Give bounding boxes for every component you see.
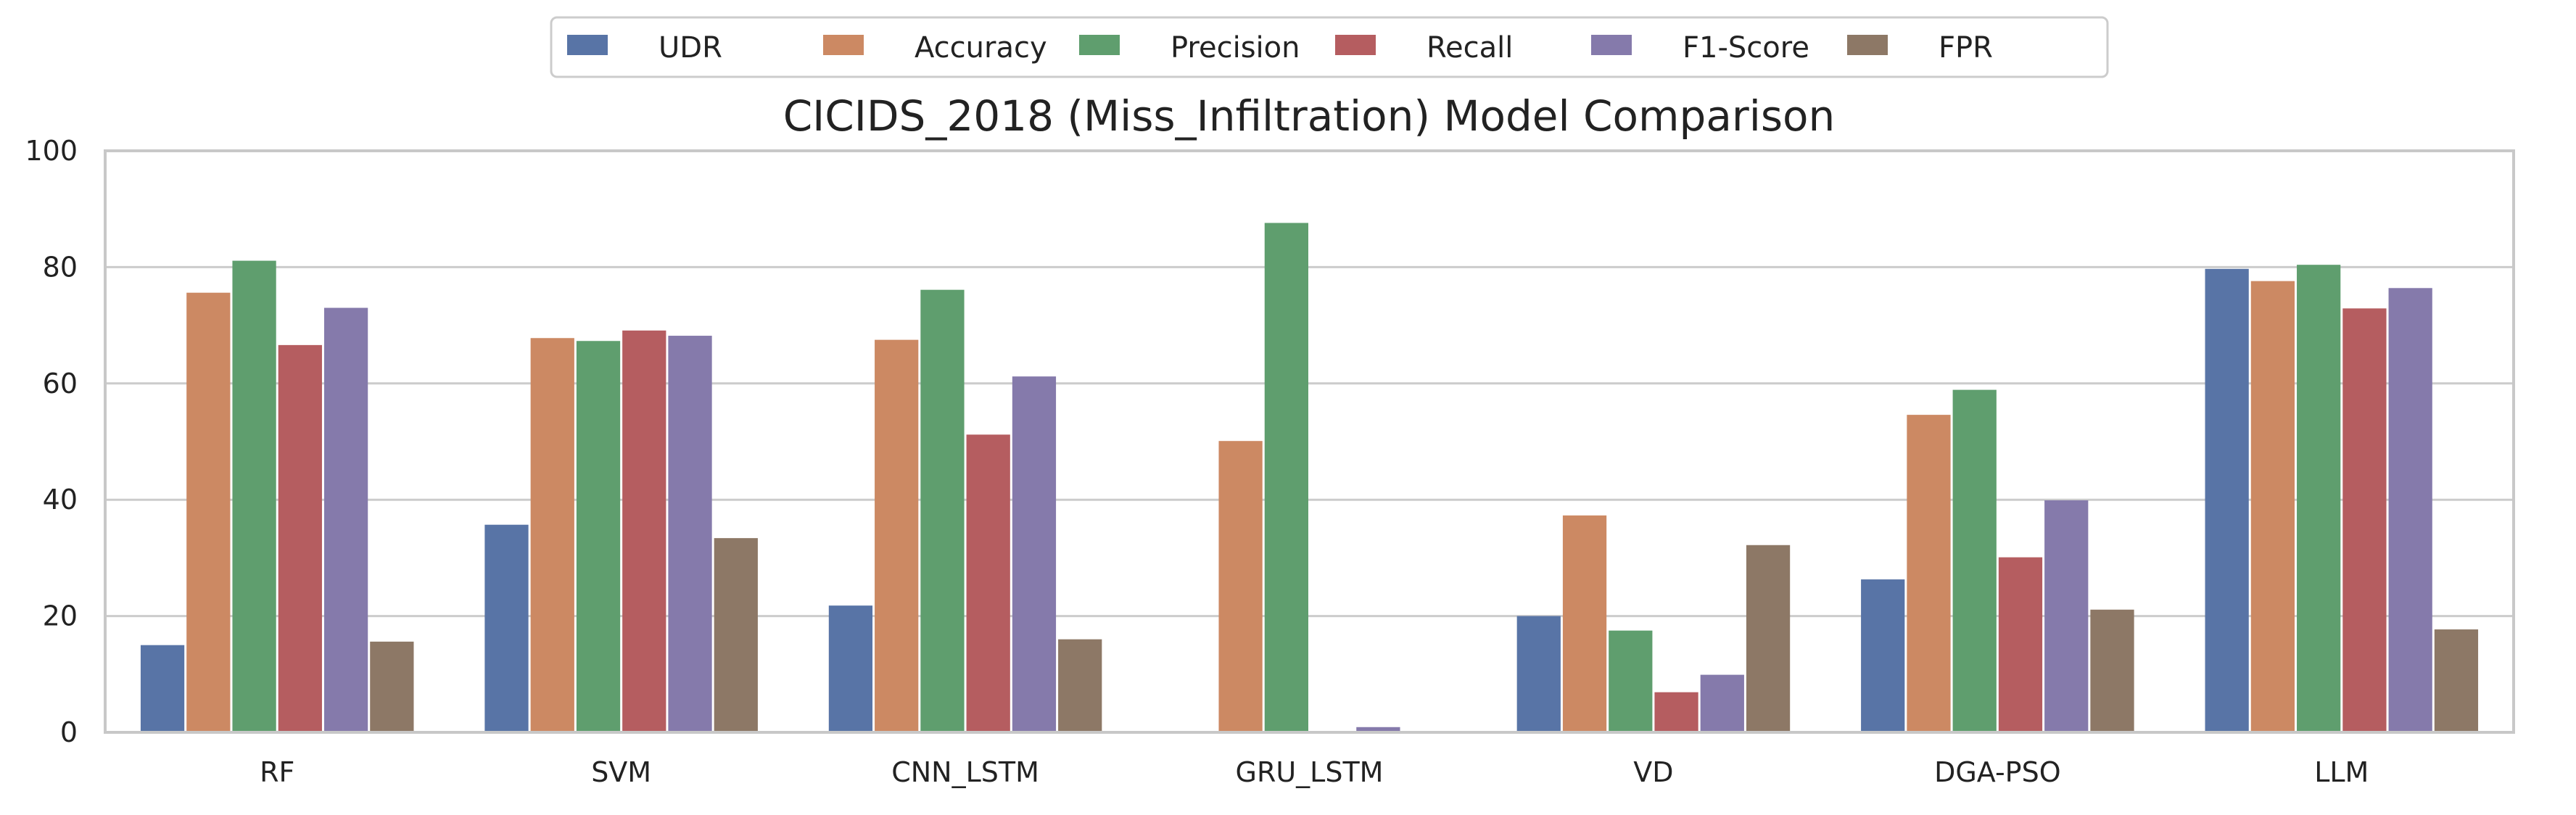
x-tick-label: LLM: [2314, 756, 2369, 788]
x-axis-ticks: RF SVM CNN_LSTM GRU_LSTM VD DGA-PSO LLM: [260, 756, 2369, 788]
bar-udr-svm: [484, 524, 529, 732]
x-tick-label: DGA-PSO: [1934, 756, 2061, 788]
legend-swatch: [823, 35, 864, 55]
bar-accuracy-cnn-lstm: [875, 339, 919, 732]
bars: [140, 223, 2479, 733]
bar-f1-score-dga-pso: [2044, 500, 2089, 732]
bar-recall-cnn-lstm: [966, 434, 1010, 732]
bar-f1-score-cnn-lstm: [1012, 376, 1057, 732]
bar-accuracy-vd: [1562, 515, 1607, 732]
legend-swatch: [1847, 35, 1888, 55]
x-tick-label: SVM: [591, 756, 651, 788]
bar-accuracy-llm: [2250, 281, 2295, 732]
y-tick-label: 0: [60, 716, 78, 748]
bar-fpr-llm: [2434, 629, 2479, 732]
grid-lines: [105, 149, 2514, 734]
bar-recall-rf: [278, 344, 322, 732]
legend-label: Recall: [1427, 31, 1513, 65]
x-tick-label: VD: [1633, 756, 1673, 788]
legend: UDR Accuracy Precision Recall F1-Score FPR: [550, 16, 2109, 78]
x-tick-label: GRU_LSTM: [1236, 756, 1384, 788]
y-tick-label: 40: [43, 484, 78, 516]
bar-precision-cnn-lstm: [920, 289, 965, 733]
legend-swatch: [1591, 35, 1632, 55]
bar-f1-score-llm: [2388, 288, 2432, 733]
bar-precision-rf: [232, 260, 276, 732]
legend-label: FPR: [1939, 31, 1993, 65]
legend-swatch: [1079, 35, 1120, 55]
bar-precision-svm: [576, 341, 621, 732]
bar-recall-llm: [2342, 308, 2387, 732]
bar-precision-dga-pso: [1952, 389, 1997, 732]
bar-udr-vd: [1516, 616, 1561, 732]
bar-precision-vd: [1609, 630, 1653, 732]
bar-accuracy-gru-lstm: [1218, 441, 1263, 732]
bar-recall-dga-pso: [1998, 557, 2043, 732]
bar-recall-vd: [1654, 692, 1698, 732]
x-tick-label: RF: [260, 756, 294, 788]
legend-label: Accuracy: [915, 31, 1047, 65]
legend-swatch: [567, 35, 608, 55]
bar-udr-cnn-lstm: [828, 605, 873, 732]
y-axis-ticks: 0 20 40 60 80 100: [25, 135, 78, 748]
bar-fpr-vd: [1746, 545, 1791, 732]
bar-fpr-dga-pso: [2090, 609, 2134, 732]
bar-accuracy-rf: [186, 292, 231, 732]
bar-fpr-rf: [370, 641, 414, 732]
bar-f1-score-svm: [668, 336, 712, 732]
legend-label: F1-Score: [1683, 31, 1809, 65]
legend-swatch: [1335, 35, 1376, 55]
bar-fpr-cnn-lstm: [1058, 639, 1102, 732]
y-tick-label: 80: [43, 251, 78, 283]
bar-fpr-svm: [714, 538, 758, 732]
bar-f1-score-vd: [1700, 674, 1744, 732]
y-tick-label: 20: [43, 600, 78, 632]
bar-recall-svm: [622, 330, 666, 732]
chart-title: CICIDS_2018 (Miss_Infiltration) Model Co…: [783, 91, 1836, 141]
y-tick-label: 60: [43, 368, 78, 400]
bar-accuracy-dga-pso: [1907, 415, 1951, 732]
y-tick-label: 100: [25, 135, 78, 167]
bar-udr-dga-pso: [1861, 579, 1905, 732]
legend-box: [550, 16, 2109, 78]
legend-label: UDR: [659, 31, 722, 65]
bar-precision-gru-lstm: [1264, 223, 1308, 732]
legend-items: UDR Accuracy Precision Recall F1-Score FPR: [567, 31, 1993, 65]
plot-frame: [104, 149, 2515, 734]
bar-precision-llm: [2297, 265, 2341, 732]
bar-udr-llm: [2205, 268, 2249, 732]
bar-accuracy-svm: [530, 338, 574, 732]
legend-label: Precision: [1171, 31, 1300, 65]
x-tick-label: CNN_LSTM: [891, 756, 1039, 788]
bar-f1-score-gru-lstm: [1356, 727, 1400, 732]
bar-f1-score-rf: [323, 307, 368, 732]
bar-udr-rf: [140, 645, 185, 732]
